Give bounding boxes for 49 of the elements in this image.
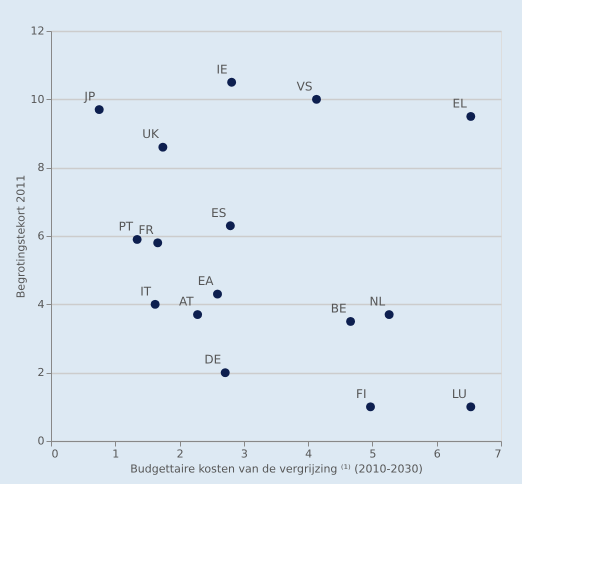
annotation: VS [296,79,312,94]
x-tick-label: 7 [494,448,502,460]
annotation: UK [142,127,160,142]
y-tick-label: 0 [38,434,44,448]
point [153,238,162,248]
y-tick-label: 4 [38,298,44,311]
point [312,94,321,104]
point [132,234,142,244]
point [346,316,356,326]
point [384,310,394,320]
point [94,105,104,114]
y-tick-label: 6 [38,230,44,242]
x-tick-label: 5 [369,448,376,460]
x-axis-title: Budgettaire kosten van de vergrijzing ⁽¹⁾ (2010-2030) [130,462,423,476]
annotation: ES [211,206,226,220]
annotation: NL [369,294,386,309]
x-tick-label: 1 [112,448,120,460]
point [466,112,476,121]
annotation: FR [138,222,154,237]
y-tick-label: 12 [30,24,44,38]
annotation: DE [204,352,222,367]
y-tick-label: 8 [38,161,44,174]
x-tick-label: 4 [305,448,312,460]
x-tick-label: 0 [52,448,58,460]
annotation: EA [198,274,214,288]
y-tick-label: 10 [30,92,44,106]
point [366,402,375,412]
point [213,290,222,299]
point [220,368,230,378]
point [158,142,168,152]
point [466,402,476,412]
x-tick-label: 6 [434,448,441,460]
x-tick-label: 3 [240,448,248,460]
annotation: IE [216,62,228,76]
point [226,221,235,230]
point [227,78,236,87]
annotation: AT [178,294,194,309]
y-axis-title: Begrotingstekort 2011 [14,174,28,298]
annotation: IT [140,284,152,298]
annotation: BE [330,301,347,316]
annotation: LU [452,386,467,401]
annotation: FI [356,386,366,401]
point [193,310,202,320]
annotation: EL [452,96,468,110]
annotation: JP [83,90,96,104]
annotation: PT [118,219,134,234]
x-tick-label: 2 [176,448,184,460]
y-tick-label: 2 [38,366,44,380]
point [150,300,160,309]
